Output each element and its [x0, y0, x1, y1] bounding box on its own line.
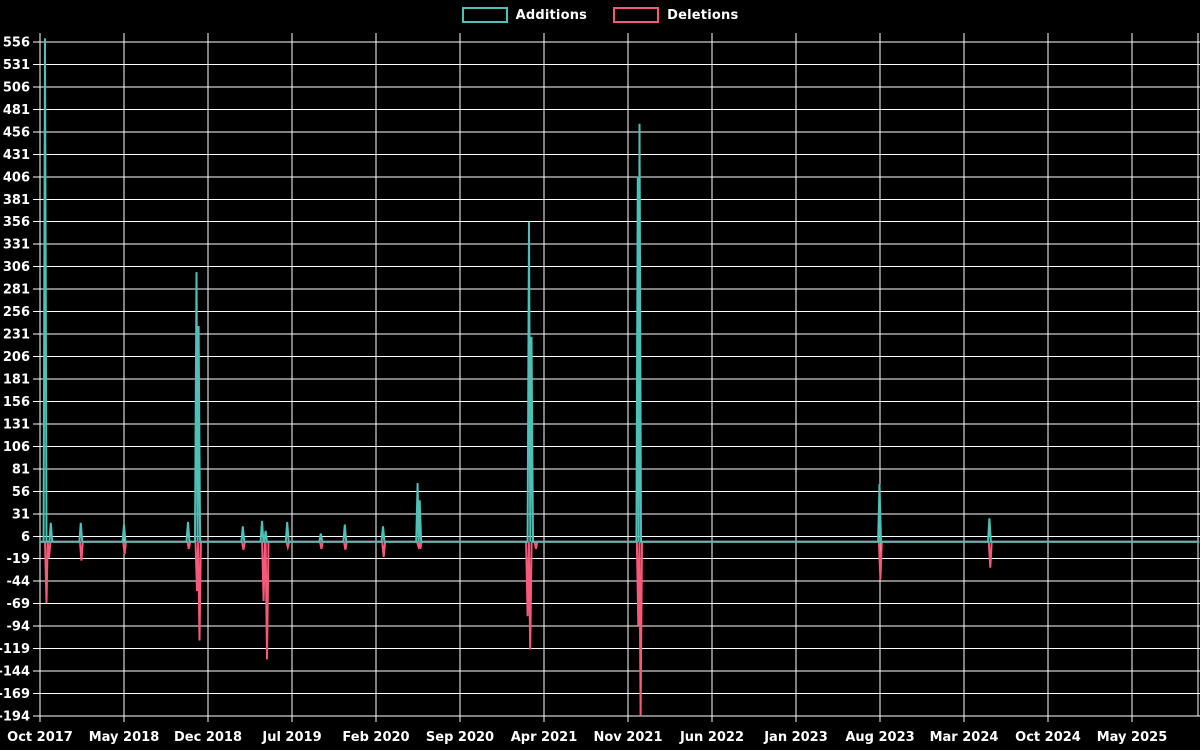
y-gridlines: [33, 41, 1200, 717]
chart-legend: Additions Deletions: [0, 7, 1200, 23]
x-tick-label: Sep 2020: [426, 730, 494, 745]
y-tick-label: 106: [3, 440, 30, 455]
y-tick-label: -194: [0, 710, 30, 725]
y-tick-label: 456: [3, 125, 30, 140]
y-tick-label: 531: [3, 58, 30, 73]
x-tick-label: Oct 2017: [7, 730, 73, 745]
y-tick-label: -119: [0, 642, 30, 657]
y-tick-label: 331: [3, 238, 30, 253]
x-tick-label: Jul 2019: [261, 730, 321, 745]
additions-swatch-icon: [461, 7, 508, 23]
x-tick-label: May 2018: [89, 730, 160, 745]
legend-item-deletions[interactable]: Deletions: [613, 7, 738, 23]
y-tick-label: -144: [0, 665, 30, 680]
y-tick-label: 156: [3, 395, 30, 410]
y-tick-labels: 556 531 506 481 456 431 406 381 356 331 306 281 256 2…: [0, 36, 30, 725]
y-tick-label: 181: [3, 373, 30, 388]
deletions-legend-label: Deletions: [667, 7, 739, 23]
y-tick-label: 81: [12, 462, 30, 477]
x-tick-label: Dec 2018: [174, 730, 242, 745]
y-tick-label: 506: [3, 80, 30, 95]
y-tick-label: -94: [7, 620, 31, 635]
y-tick-label: 56: [12, 485, 30, 500]
y-tick-label: -44: [7, 575, 31, 590]
y-tick-label: -169: [0, 687, 30, 702]
y-tick-label: 481: [3, 103, 30, 118]
x-tick-labels: Oct 2017 May 2018 Dec 2018 Jul 2019 Feb 2020…: [7, 730, 1167, 745]
y-tick-label: 231: [3, 328, 30, 343]
y-tick-label: 356: [3, 215, 30, 230]
x-tick-label: Mar 2024: [930, 730, 999, 745]
y-tick-label: -69: [7, 597, 31, 612]
x-tick-label: Jan 2023: [763, 730, 828, 745]
additions-line: [40, 38, 1200, 543]
y-tick-label: 31: [12, 507, 30, 522]
x-tick-label: Jun 2022: [679, 730, 744, 745]
y-tick-label: 306: [3, 260, 30, 275]
y-tick-label: 556: [3, 36, 30, 51]
y-tick-label: 431: [3, 148, 30, 163]
y-tick-label: -19: [7, 552, 31, 567]
y-tick-label: 256: [3, 305, 30, 320]
y-tick-label: 381: [3, 193, 30, 208]
x-tick-label: Nov 2021: [594, 730, 663, 745]
x-tick-label: Aug 2023: [845, 730, 914, 745]
deletions-line: [40, 540, 1200, 716]
y-tick-label: 131: [3, 417, 30, 432]
x-tick-label: Oct 2024: [1015, 730, 1081, 745]
y-tick-label: 206: [3, 350, 30, 365]
legend-item-additions[interactable]: Additions: [461, 7, 588, 23]
x-tick-label: Apr 2021: [511, 730, 578, 745]
x-tick-label: Feb 2020: [342, 730, 409, 745]
x-tick-label: May 2025: [1097, 730, 1168, 745]
y-tick-label: 406: [3, 170, 30, 185]
x-gridlines: [39, 33, 1199, 722]
additions-legend-label: Additions: [515, 7, 588, 23]
deletions-swatch-icon: [613, 7, 660, 23]
y-tick-label: 281: [3, 283, 30, 298]
y-tick-label: 6: [21, 530, 30, 545]
